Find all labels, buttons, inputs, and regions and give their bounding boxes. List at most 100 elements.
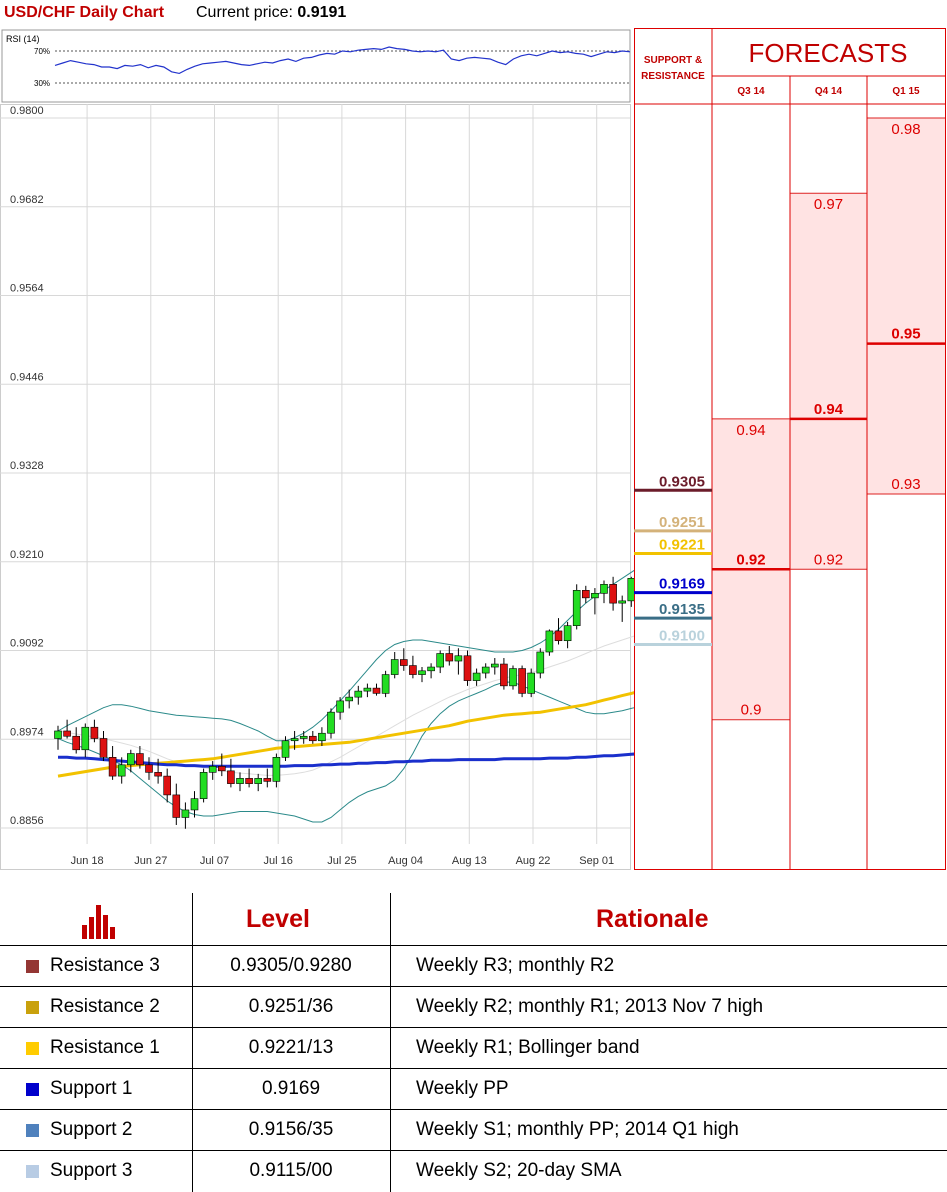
candle-body xyxy=(72,735,80,751)
y-tick-label: 0.9210 xyxy=(10,549,44,561)
table-row: Resistance 2 0.9251/36 Weekly R2; monthly … xyxy=(0,986,947,1027)
candle-body xyxy=(318,732,326,742)
candle-body xyxy=(390,659,399,675)
quarter-label: Q1 15 xyxy=(892,86,920,97)
level-color-swatch xyxy=(26,960,39,973)
rsi-30-label: 30% xyxy=(34,79,50,88)
candle-body xyxy=(600,584,608,594)
forecast-range xyxy=(790,193,867,570)
chart-title: USD/CHF Daily Chart xyxy=(4,4,165,21)
candle-body xyxy=(99,738,108,758)
candles xyxy=(54,576,634,829)
candle-body xyxy=(290,738,299,742)
sma20-line xyxy=(57,635,634,776)
level-value: 0.9305/0.9280 xyxy=(230,955,352,976)
level-value: 0.9169 xyxy=(261,1078,321,1099)
sr-label-line2: RESISTANCE xyxy=(641,71,705,82)
forecast-median-label: 0.92 xyxy=(736,551,765,568)
level-rationale: Weekly R1; Bollinger band xyxy=(416,1037,640,1058)
chart-frame xyxy=(0,104,631,870)
candle-body xyxy=(381,674,390,694)
level-rationale: Weekly S2; 20-day SMA xyxy=(416,1160,622,1181)
sr-value: 0.9135 xyxy=(659,601,705,618)
quarter-label: Q3 14 xyxy=(737,86,765,97)
forecast-ranges xyxy=(712,117,945,721)
current-price-label: Current price: xyxy=(196,4,293,21)
bollinger-lower-line xyxy=(57,681,634,823)
candle-body xyxy=(409,665,417,675)
candle-body xyxy=(108,757,117,777)
candle-body xyxy=(463,655,472,681)
x-tick-label: Sep 01 xyxy=(579,855,614,867)
x-tick-label: Jun 18 xyxy=(71,855,104,867)
x-tick-label: Aug 04 xyxy=(388,855,423,867)
candle-body xyxy=(581,590,590,599)
candle-body xyxy=(63,730,71,737)
candle-body xyxy=(181,809,190,818)
table-row: Resistance 3 0.9305/0.9280 Weekly R3; mont… xyxy=(0,945,947,986)
level-color-swatch xyxy=(26,1042,39,1055)
candle-body xyxy=(254,778,262,784)
candle-body xyxy=(481,666,490,674)
candle-body xyxy=(199,772,208,799)
candle-body xyxy=(281,740,290,758)
level-rationale: Weekly S1; monthly PP; 2014 Q1 high xyxy=(416,1119,739,1140)
candle-body xyxy=(81,726,90,751)
rsi-line xyxy=(54,46,631,75)
candle-body xyxy=(427,666,435,672)
level-rationale: Weekly R3; monthly R2 xyxy=(416,955,615,976)
sr-value: 0.9169 xyxy=(659,576,705,593)
forecast-grid xyxy=(634,28,946,870)
chart-header: USD/CHF Daily Chart Current price: 0.919… xyxy=(0,0,630,28)
y-tick-label: 0.9682 xyxy=(10,194,44,206)
sma200-line xyxy=(58,752,634,768)
table-row: Support 2 0.9156/35 Weekly S1; monthly PP;… xyxy=(0,1109,947,1150)
candle-body xyxy=(136,753,144,766)
forecast-low-label: 0.93 xyxy=(891,476,920,493)
level-name: Resistance 1 xyxy=(50,1037,160,1058)
level-name: Resistance 3 xyxy=(50,955,160,976)
col-level-header: Level xyxy=(246,905,310,933)
candle-body xyxy=(163,775,171,796)
y-axis: 0.9800 0.9682 0.9564 0.9446 0.9328 0.9210 0.90… xyxy=(10,105,44,827)
candle-body xyxy=(327,711,335,734)
current-price-value: 0.9191 xyxy=(297,4,347,21)
candle-body xyxy=(554,630,563,642)
candle-body xyxy=(117,764,126,777)
candle-body xyxy=(500,663,508,687)
forecast-high-label: 0.94 xyxy=(736,422,765,439)
x-tick-label: Jul 07 xyxy=(200,855,229,867)
level-value: 0.9251/36 xyxy=(248,996,334,1017)
y-tick-label: 0.9800 xyxy=(10,105,44,117)
rsi-70-label: 70% xyxy=(34,47,50,56)
candle-body xyxy=(172,794,181,818)
y-tick-label: 0.9092 xyxy=(10,638,44,650)
candle-body xyxy=(145,764,153,773)
x-tick-label: Jul 16 xyxy=(264,855,293,867)
level-color-swatch xyxy=(26,1083,39,1096)
sr-value: 0.9100 xyxy=(659,627,705,644)
rsi-label: RSI (14) xyxy=(6,34,40,44)
col-divider-2 xyxy=(390,893,391,1192)
grid xyxy=(0,104,630,844)
candle-body xyxy=(208,766,217,773)
forecasts-title: FORECASTS xyxy=(749,38,908,68)
forecast-low-label: 0.9 xyxy=(741,702,762,719)
x-tick-label: Jun 27 xyxy=(134,855,167,867)
candle-body xyxy=(536,651,545,674)
candle-body xyxy=(445,653,454,662)
candle-body xyxy=(218,766,226,772)
y-tick-label: 0.9564 xyxy=(10,283,44,295)
candle-body xyxy=(372,687,381,694)
rsi-panel: RSI (14) 70% 30% xyxy=(1,29,631,103)
candle-body xyxy=(591,593,599,599)
candle-body xyxy=(399,659,408,666)
candle-body xyxy=(627,577,634,602)
table-row: Support 3 0.9115/00 Weekly S2; 20-day SMA xyxy=(0,1150,947,1191)
sr-label-line1: SUPPORT & xyxy=(644,55,702,66)
table-row: Support 1 0.9169 Weekly PP xyxy=(0,1068,947,1109)
candle-body xyxy=(308,735,317,742)
forecast-low-label: 0.92 xyxy=(814,551,843,568)
candle-body xyxy=(54,730,62,739)
quarter-label: Q4 14 xyxy=(815,86,843,97)
